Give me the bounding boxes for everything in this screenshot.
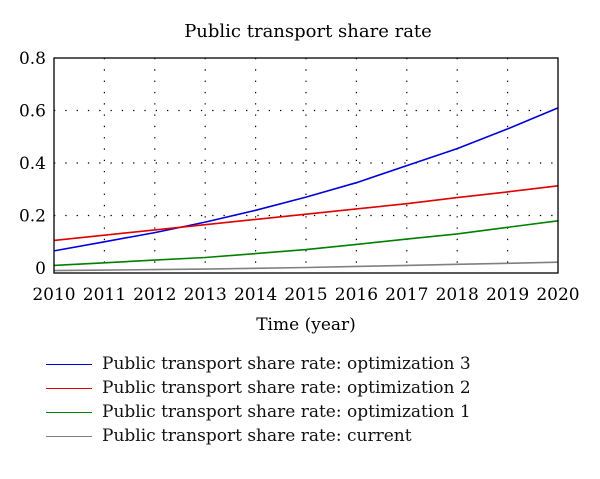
y-axis-ticks: 0 0.2 0.4 0.6 0.8 <box>19 49 46 279</box>
x-tick-label: 2013 <box>184 285 227 305</box>
legend-label: Public transport share rate: optimizatio… <box>102 378 471 398</box>
x-tick-label: 2015 <box>284 285 327 305</box>
legend-swatch-optimization-1 <box>46 412 92 413</box>
x-axis-ticks: 2010 2011 2012 2013 2014 2015 2016 2017 2018 2019… <box>32 285 579 305</box>
legend-item: Public transport share rate: current <box>40 424 580 448</box>
x-tick-label: 2014 <box>234 285 277 305</box>
legend-label: Public transport share rate: current <box>102 426 412 446</box>
x-tick-label: 2018 <box>436 285 479 305</box>
grid <box>54 58 558 273</box>
legend-swatch-current <box>46 436 92 437</box>
legend-label: Public transport share rate: optimizatio… <box>102 402 471 422</box>
series-line-optimization-1 <box>53 220 559 267</box>
legend-item: Public transport share rate: optimizatio… <box>40 400 580 424</box>
x-tick-label: 2020 <box>536 285 579 305</box>
x-tick-label: 2011 <box>83 285 126 305</box>
x-tick-label: 2017 <box>385 285 428 305</box>
x-tick-label: 2016 <box>335 285 378 305</box>
y-tick-label: 0 <box>35 259 46 279</box>
legend: Public transport share rate: optimizatio… <box>40 352 580 448</box>
y-tick-label: 0.6 <box>19 102 46 122</box>
x-axis-label: Time (year) <box>256 315 356 335</box>
series-line-optimization-3 <box>53 107 559 252</box>
legend-swatch-optimization-2 <box>46 388 92 389</box>
plot-frame <box>53 57 559 274</box>
legend-label: Public transport share rate: optimizatio… <box>102 354 471 374</box>
line-chart: Public transport share rate 2010 2011 2012… <box>19 21 580 335</box>
x-tick-label: 2010 <box>32 285 75 305</box>
y-tick-label: 0.4 <box>19 154 46 174</box>
series-group <box>53 107 559 272</box>
y-tick-label: 0.8 <box>19 49 46 69</box>
series-line-optimization-2 <box>53 185 559 242</box>
series-line-current <box>53 261 559 272</box>
legend-swatch-optimization-3 <box>46 364 92 365</box>
legend-item: Public transport share rate: optimizatio… <box>40 352 580 376</box>
chart-title: Public transport share rate <box>184 21 432 42</box>
x-tick-label: 2012 <box>133 285 176 305</box>
x-tick-label: 2019 <box>486 285 529 305</box>
legend-item: Public transport share rate: optimizatio… <box>40 376 580 400</box>
y-tick-label: 0.2 <box>19 207 46 227</box>
